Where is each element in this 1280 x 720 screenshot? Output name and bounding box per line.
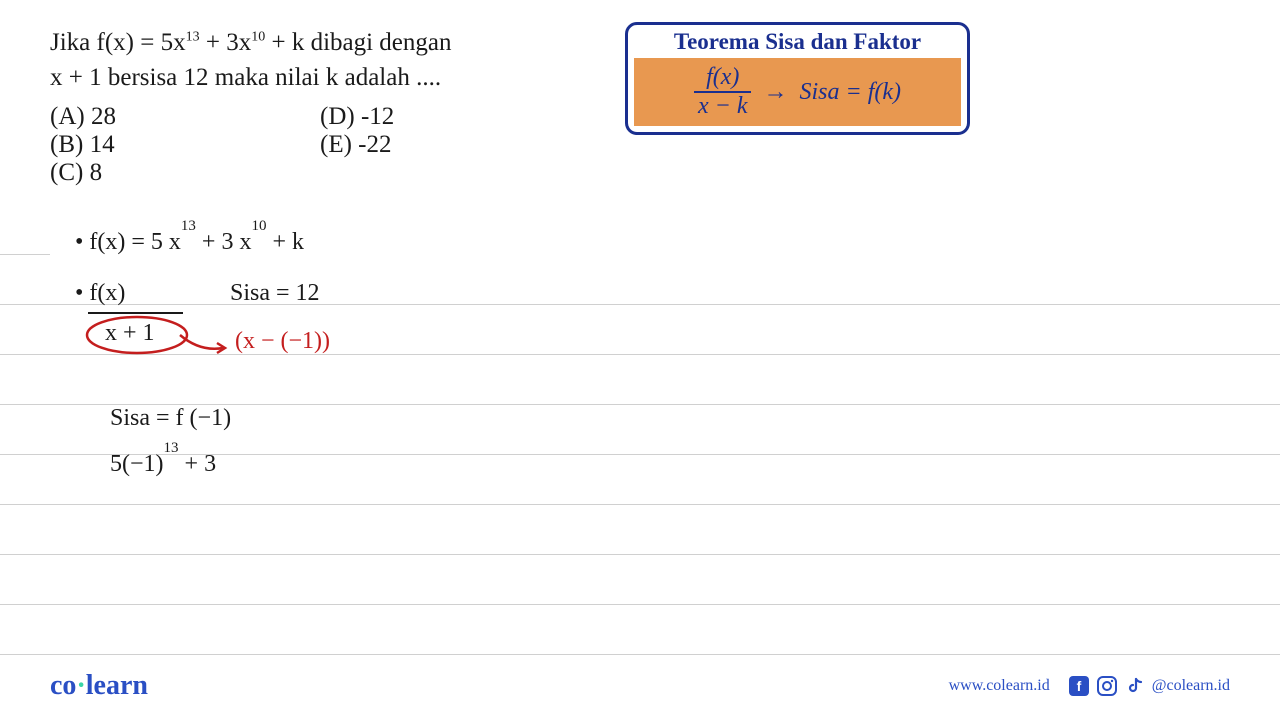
problem-sup1: 13 bbox=[186, 30, 200, 45]
instagram-icon bbox=[1096, 675, 1118, 697]
footer-url: www.colearn.id bbox=[949, 677, 1050, 695]
footer-handle: @colearn.id bbox=[1152, 677, 1230, 695]
tiktok-icon bbox=[1124, 675, 1146, 697]
theorem-box: Teorema Sisa dan Faktor f(x) x − k → Sis… bbox=[625, 22, 970, 135]
option-d: (D) -12 bbox=[320, 103, 520, 131]
hw-l5b: + 3 bbox=[179, 451, 217, 477]
hw-line5: 5(−1)13 + 3 bbox=[110, 450, 216, 478]
theorem-frac-num: f(x) bbox=[702, 64, 743, 91]
theorem-frac-den: x − k bbox=[694, 93, 752, 120]
footer: co·learn www.colearn.id f @colearn.id bbox=[0, 670, 1280, 702]
problem-line1-prefix: Jika f(x) = 5x bbox=[50, 29, 186, 56]
option-a: (A) 28 bbox=[50, 103, 320, 131]
option-b: (B) 14 bbox=[50, 131, 320, 159]
hw-l1b-sup: 10 bbox=[251, 218, 266, 234]
hw-l1a: • f(x) = 5 x bbox=[75, 229, 181, 255]
logo-dot: · bbox=[76, 670, 85, 701]
social-icons: f @colearn.id bbox=[1068, 675, 1230, 697]
hw-l1c: + k bbox=[266, 229, 304, 255]
problem-statement: Jika f(x) = 5x13 + 3x10 + k dibagi denga… bbox=[50, 25, 590, 95]
problem-line1-mid: + 3x bbox=[200, 29, 252, 56]
hw-line2a: • f(x) bbox=[75, 280, 125, 307]
hw-l5-sup: 13 bbox=[164, 440, 179, 456]
logo-co: co bbox=[50, 670, 76, 701]
hw-l1b: + 3 x bbox=[196, 229, 252, 255]
red-arrow-icon bbox=[175, 330, 235, 360]
hw-l1-sup: 13 bbox=[181, 218, 196, 234]
theorem-title: Teorema Sisa dan Faktor bbox=[634, 29, 961, 55]
hw-line2b: Sisa = 12 bbox=[230, 280, 320, 307]
hw-line1: • f(x) = 5 x13 + 3 x10 + k bbox=[75, 228, 304, 256]
logo-learn: learn bbox=[86, 670, 148, 701]
hw-line3b: (x − (−1)) bbox=[235, 328, 330, 355]
problem-line1-suffix: + k dibagi dengan bbox=[265, 29, 451, 56]
hw-l5a: 5(−1) bbox=[110, 451, 164, 477]
lined-paper bbox=[0, 215, 1280, 655]
logo: co·learn bbox=[50, 670, 148, 702]
theorem-rhs: Sisa = f(k) bbox=[799, 79, 901, 106]
footer-right: www.colearn.id f @colearn.id bbox=[949, 675, 1230, 697]
option-c: (C) 8 bbox=[50, 159, 320, 187]
theorem-arrow: → bbox=[763, 79, 787, 106]
svg-text:f: f bbox=[1076, 678, 1081, 694]
facebook-icon: f bbox=[1068, 675, 1090, 697]
theorem-formula: f(x) x − k → Sisa = f(k) bbox=[634, 58, 961, 126]
theorem-fraction: f(x) x − k bbox=[694, 64, 752, 120]
problem-sup2: 10 bbox=[251, 30, 265, 45]
problem-line2: x + 1 bersisa 12 maka nilai k adalah ...… bbox=[50, 64, 441, 91]
hw-line4: Sisa = f (−1) bbox=[110, 405, 231, 432]
option-e: (E) -22 bbox=[320, 131, 520, 159]
